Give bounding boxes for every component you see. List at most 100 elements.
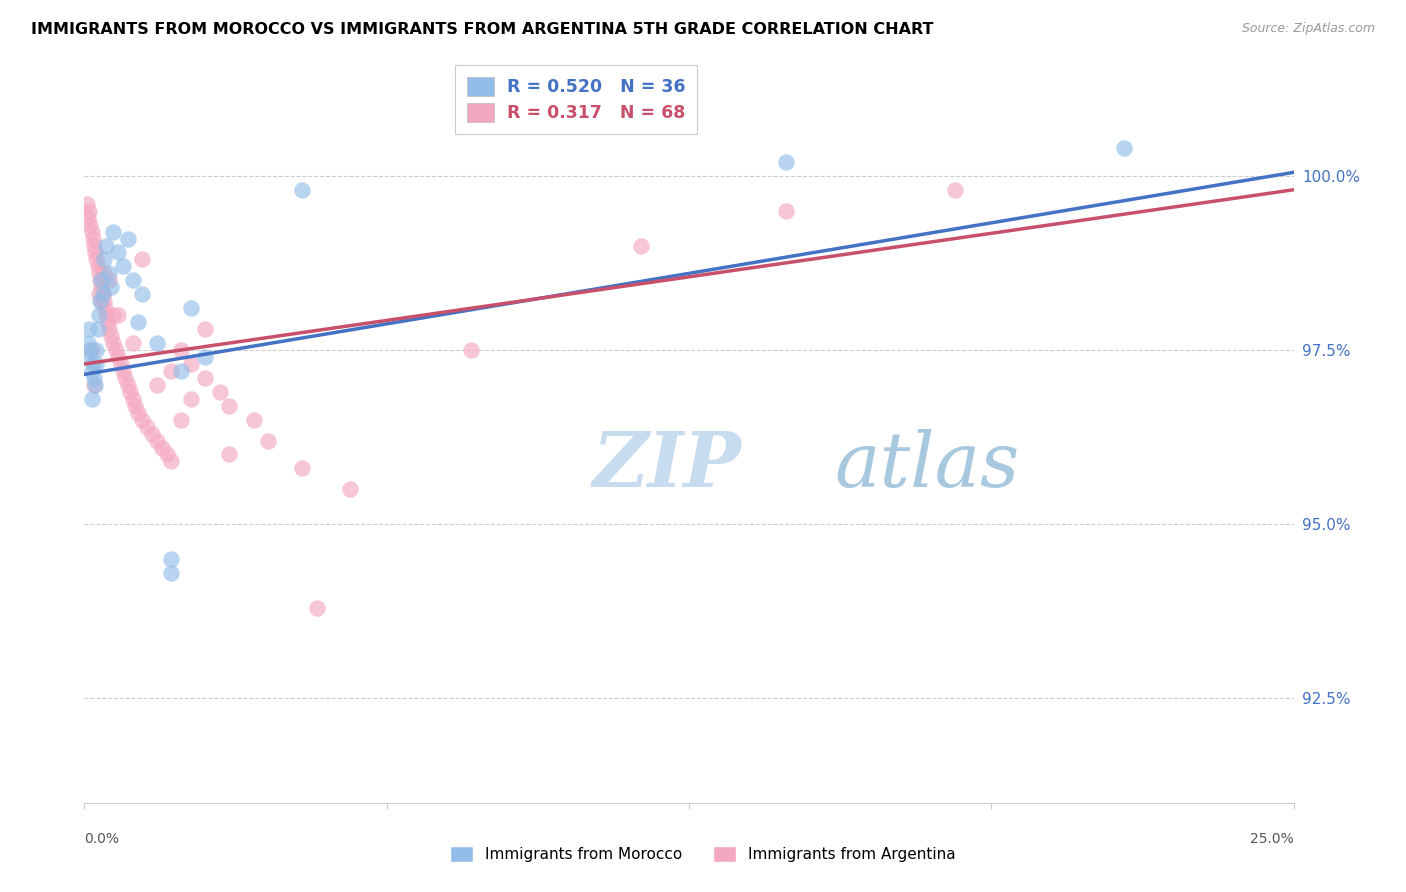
- Point: [180, 392, 202, 406]
- Point: [160, 454, 183, 468]
- Point: [155, 448, 177, 462]
- Point: [170, 412, 193, 426]
- Point: [79, 343, 101, 357]
- Point: [77, 336, 100, 351]
- Point: [194, 350, 217, 364]
- Point: [89, 273, 111, 287]
- Point: [107, 308, 129, 322]
- Point: [194, 371, 217, 385]
- Point: [87, 308, 110, 322]
- Point: [97, 266, 120, 280]
- Point: [146, 434, 169, 448]
- Point: [77, 322, 100, 336]
- Point: [160, 364, 183, 378]
- Point: [194, 322, 217, 336]
- Point: [160, 552, 183, 566]
- Point: [82, 357, 104, 371]
- Text: atlas: atlas: [834, 429, 1019, 503]
- Point: [77, 203, 100, 218]
- Point: [630, 238, 652, 252]
- Point: [83, 238, 105, 252]
- Point: [97, 273, 120, 287]
- Point: [131, 252, 153, 267]
- Text: Source: ZipAtlas.com: Source: ZipAtlas.com: [1241, 22, 1375, 36]
- Point: [91, 287, 114, 301]
- Point: [79, 218, 101, 232]
- Point: [160, 566, 183, 580]
- Point: [218, 448, 240, 462]
- Point: [114, 371, 136, 385]
- Point: [124, 399, 146, 413]
- Point: [90, 294, 112, 309]
- Point: [146, 336, 169, 351]
- Point: [80, 364, 103, 378]
- Point: [103, 336, 125, 351]
- Point: [121, 392, 143, 406]
- Point: [170, 364, 193, 378]
- Point: [110, 357, 132, 371]
- Point: [83, 377, 105, 392]
- Point: [127, 315, 149, 329]
- Point: [146, 377, 169, 392]
- Point: [131, 287, 153, 301]
- Point: [89, 294, 111, 309]
- Text: IMMIGRANTS FROM MOROCCO VS IMMIGRANTS FROM ARGENTINA 5TH GRADE CORRELATION CHART: IMMIGRANTS FROM MOROCCO VS IMMIGRANTS FR…: [31, 22, 934, 37]
- Point: [87, 266, 110, 280]
- Text: 25.0%: 25.0%: [1250, 832, 1294, 846]
- Point: [77, 211, 100, 225]
- Point: [775, 155, 797, 169]
- Point: [76, 196, 98, 211]
- Point: [127, 406, 149, 420]
- Point: [170, 343, 193, 357]
- Point: [86, 252, 108, 267]
- Point: [103, 225, 125, 239]
- Point: [112, 260, 135, 274]
- Point: [141, 426, 163, 441]
- Point: [103, 308, 125, 322]
- Point: [80, 343, 103, 357]
- Point: [112, 364, 135, 378]
- Legend: Immigrants from Morocco, Immigrants from Argentina: Immigrants from Morocco, Immigrants from…: [444, 840, 962, 868]
- Point: [104, 343, 127, 357]
- Point: [91, 287, 114, 301]
- Point: [117, 377, 139, 392]
- Point: [87, 287, 110, 301]
- Point: [94, 238, 117, 252]
- Point: [100, 280, 122, 294]
- Point: [136, 419, 159, 434]
- Point: [80, 225, 103, 239]
- Legend: R = 0.520   N = 36, R = 0.317   N = 68: R = 0.520 N = 36, R = 0.317 N = 68: [456, 65, 697, 134]
- Point: [218, 399, 240, 413]
- Point: [131, 412, 153, 426]
- Point: [84, 245, 107, 260]
- Point: [80, 392, 103, 406]
- Text: ZIP: ZIP: [592, 429, 741, 503]
- Point: [93, 294, 115, 309]
- Point: [93, 301, 115, 316]
- Point: [86, 343, 108, 357]
- Point: [943, 183, 966, 197]
- Point: [121, 336, 143, 351]
- Point: [86, 357, 108, 371]
- Point: [150, 441, 173, 455]
- Point: [291, 461, 314, 475]
- Point: [100, 329, 122, 343]
- Point: [291, 183, 314, 197]
- Point: [97, 322, 120, 336]
- Text: 0.0%: 0.0%: [84, 832, 120, 846]
- Point: [82, 231, 104, 245]
- Point: [93, 252, 115, 267]
- Point: [90, 280, 112, 294]
- Point: [107, 350, 129, 364]
- Point: [121, 273, 143, 287]
- Point: [93, 266, 115, 280]
- Point: [120, 384, 142, 399]
- Point: [76, 350, 98, 364]
- Point: [460, 343, 482, 357]
- Point: [90, 273, 112, 287]
- Point: [94, 308, 117, 322]
- Point: [257, 434, 280, 448]
- Point: [242, 412, 264, 426]
- Point: [1114, 141, 1136, 155]
- Point: [305, 600, 328, 615]
